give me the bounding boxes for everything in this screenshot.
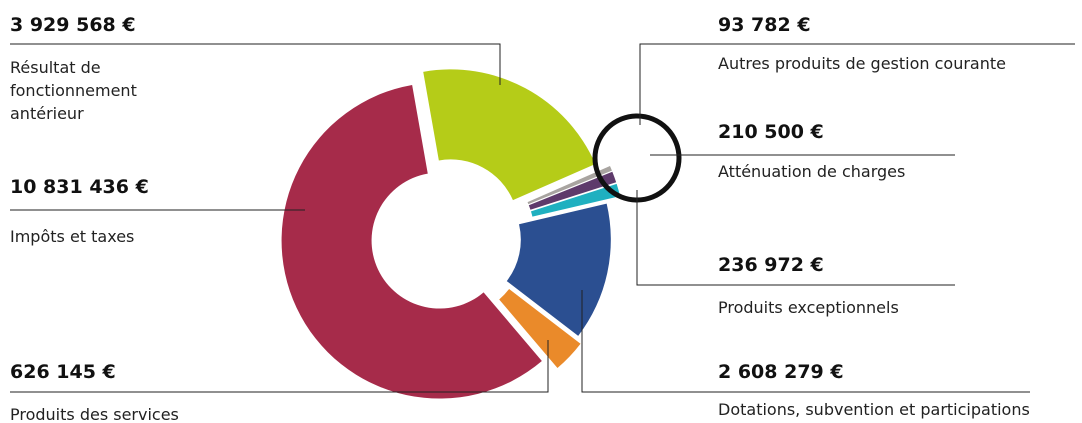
value-label: 626 145 € (10, 361, 116, 383)
donut-slice (281, 84, 542, 399)
donut-slice (423, 69, 596, 201)
value-label: 3 929 568 € (10, 14, 136, 36)
donut-slice (499, 289, 581, 369)
category-label: Impôts et taxes (10, 227, 135, 246)
highlight-circle (592, 113, 682, 203)
value-label: 210 500 € (718, 121, 824, 143)
value-label: 236 972 € (718, 254, 824, 276)
category-label: Dotations, subvention et participations (718, 400, 1030, 419)
value-label: 2 608 279 € (718, 361, 844, 383)
category-label: Autres produits de gestion courante (718, 54, 1006, 73)
category-label: Atténuation de charges (718, 162, 906, 181)
leader-line (636, 190, 955, 286)
donut-slice (530, 183, 621, 217)
category-label: Résultat de fonctionnement antérieur (10, 58, 137, 123)
leader-line (10, 43, 501, 85)
donut-slice (528, 171, 617, 210)
value-label: 10 831 436 € (10, 176, 149, 198)
donut-slice (506, 203, 611, 336)
leader-line (10, 340, 549, 393)
category-label: Produits exceptionnels (718, 298, 899, 317)
donut-slice (527, 166, 612, 205)
value-label: 93 782 € (718, 14, 811, 36)
category-label: Produits des services (10, 405, 179, 423)
leader-line (639, 43, 1075, 125)
leader-line (581, 290, 1030, 393)
